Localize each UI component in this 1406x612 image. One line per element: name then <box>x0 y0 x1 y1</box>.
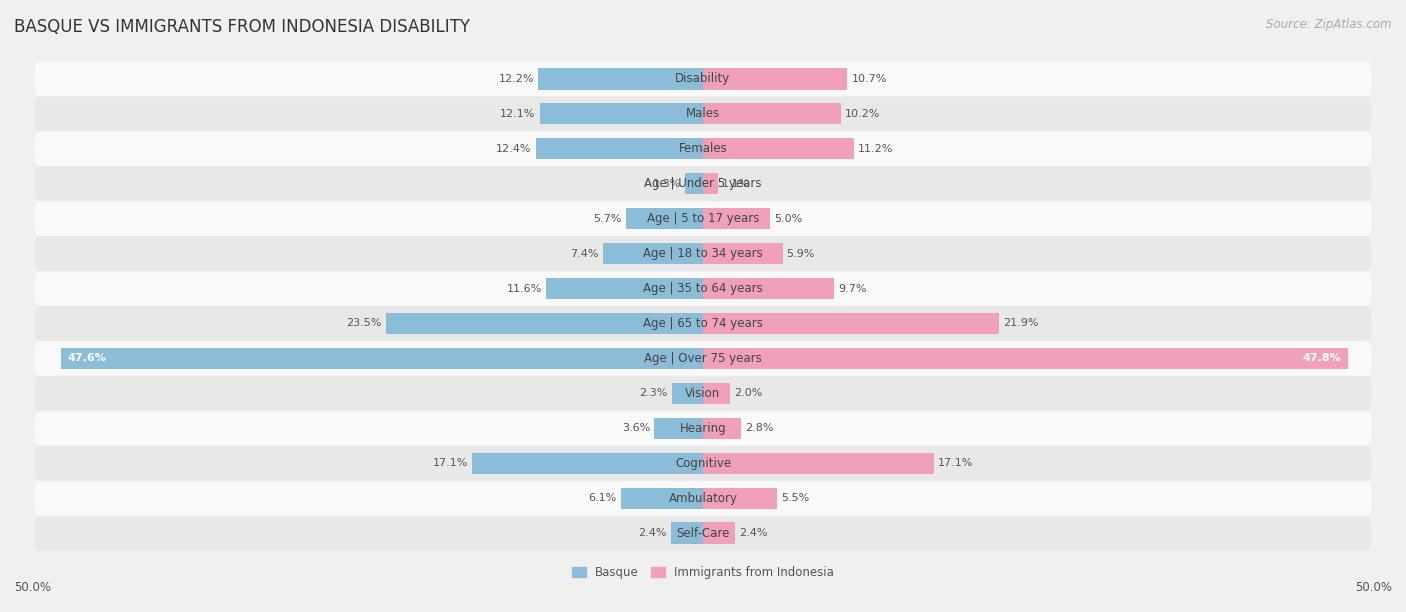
Text: Hearing: Hearing <box>679 422 727 435</box>
Bar <box>703 452 934 474</box>
Text: 11.6%: 11.6% <box>508 283 543 294</box>
Bar <box>547 278 703 299</box>
Text: 50.0%: 50.0% <box>14 581 51 594</box>
Bar <box>540 103 703 124</box>
Text: 2.8%: 2.8% <box>745 424 773 433</box>
FancyBboxPatch shape <box>35 201 1371 236</box>
Text: Age | Under 5 years: Age | Under 5 years <box>644 177 762 190</box>
Text: Age | 65 to 74 years: Age | 65 to 74 years <box>643 317 763 330</box>
Bar <box>703 278 834 299</box>
FancyBboxPatch shape <box>35 166 1371 201</box>
Text: 2.4%: 2.4% <box>638 528 666 539</box>
Text: Vision: Vision <box>685 387 721 400</box>
Text: 12.4%: 12.4% <box>496 144 531 154</box>
Text: 17.1%: 17.1% <box>433 458 468 468</box>
Text: Age | 18 to 34 years: Age | 18 to 34 years <box>643 247 763 260</box>
Text: 5.5%: 5.5% <box>782 493 810 503</box>
Bar <box>385 313 703 334</box>
Text: 5.9%: 5.9% <box>787 248 815 258</box>
Bar <box>703 523 735 544</box>
Text: BASQUE VS IMMIGRANTS FROM INDONESIA DISABILITY: BASQUE VS IMMIGRANTS FROM INDONESIA DISA… <box>14 18 470 36</box>
Text: 47.6%: 47.6% <box>67 354 105 364</box>
Bar <box>536 138 703 160</box>
Text: 23.5%: 23.5% <box>346 318 382 329</box>
Text: 12.2%: 12.2% <box>499 73 534 84</box>
Bar <box>703 313 998 334</box>
Bar <box>703 417 741 439</box>
Bar <box>703 348 1348 369</box>
Text: Self-Care: Self-Care <box>676 527 730 540</box>
Text: 17.1%: 17.1% <box>938 458 973 468</box>
Bar <box>654 417 703 439</box>
Text: 9.7%: 9.7% <box>838 283 866 294</box>
Legend: Basque, Immigrants from Indonesia: Basque, Immigrants from Indonesia <box>567 562 839 584</box>
Bar <box>703 243 783 264</box>
Bar <box>703 138 855 160</box>
Text: 50.0%: 50.0% <box>1355 581 1392 594</box>
FancyBboxPatch shape <box>35 271 1371 305</box>
Bar <box>603 243 703 264</box>
FancyBboxPatch shape <box>35 341 1371 376</box>
Bar <box>703 173 718 195</box>
FancyBboxPatch shape <box>35 446 1371 480</box>
Text: 47.8%: 47.8% <box>1303 354 1341 364</box>
Bar <box>703 382 730 405</box>
Text: Age | 5 to 17 years: Age | 5 to 17 years <box>647 212 759 225</box>
Text: Source: ZipAtlas.com: Source: ZipAtlas.com <box>1267 18 1392 31</box>
FancyBboxPatch shape <box>35 97 1371 131</box>
Text: 1.1%: 1.1% <box>721 179 751 188</box>
Text: Females: Females <box>679 142 727 155</box>
Text: 2.3%: 2.3% <box>640 389 668 398</box>
Text: 2.4%: 2.4% <box>740 528 768 539</box>
Text: 1.3%: 1.3% <box>654 179 682 188</box>
FancyBboxPatch shape <box>35 376 1371 411</box>
Bar <box>703 488 778 509</box>
Text: Males: Males <box>686 107 720 120</box>
Text: Disability: Disability <box>675 72 731 85</box>
Text: 2.0%: 2.0% <box>734 389 762 398</box>
Bar <box>672 382 703 405</box>
Text: 11.2%: 11.2% <box>858 144 894 154</box>
Text: Cognitive: Cognitive <box>675 457 731 470</box>
Bar <box>626 207 703 230</box>
Text: 5.7%: 5.7% <box>593 214 621 223</box>
Bar <box>686 173 703 195</box>
Text: 6.1%: 6.1% <box>588 493 617 503</box>
Bar <box>671 523 703 544</box>
FancyBboxPatch shape <box>35 411 1371 446</box>
Text: 10.7%: 10.7% <box>852 73 887 84</box>
Bar <box>703 103 841 124</box>
Text: 5.0%: 5.0% <box>775 214 803 223</box>
Text: 3.6%: 3.6% <box>621 424 651 433</box>
FancyBboxPatch shape <box>35 307 1371 341</box>
FancyBboxPatch shape <box>35 481 1371 515</box>
Bar <box>60 348 703 369</box>
Text: 12.1%: 12.1% <box>501 109 536 119</box>
Bar <box>538 68 703 89</box>
Text: Age | 35 to 64 years: Age | 35 to 64 years <box>643 282 763 295</box>
FancyBboxPatch shape <box>35 132 1371 166</box>
FancyBboxPatch shape <box>35 62 1371 96</box>
FancyBboxPatch shape <box>35 516 1371 550</box>
Text: Ambulatory: Ambulatory <box>668 492 738 505</box>
Text: 7.4%: 7.4% <box>571 248 599 258</box>
Text: 21.9%: 21.9% <box>1002 318 1038 329</box>
Bar <box>472 452 703 474</box>
Text: Age | Over 75 years: Age | Over 75 years <box>644 352 762 365</box>
Bar <box>703 68 848 89</box>
Bar <box>703 207 770 230</box>
Text: 10.2%: 10.2% <box>845 109 880 119</box>
Bar <box>620 488 703 509</box>
FancyBboxPatch shape <box>35 236 1371 271</box>
